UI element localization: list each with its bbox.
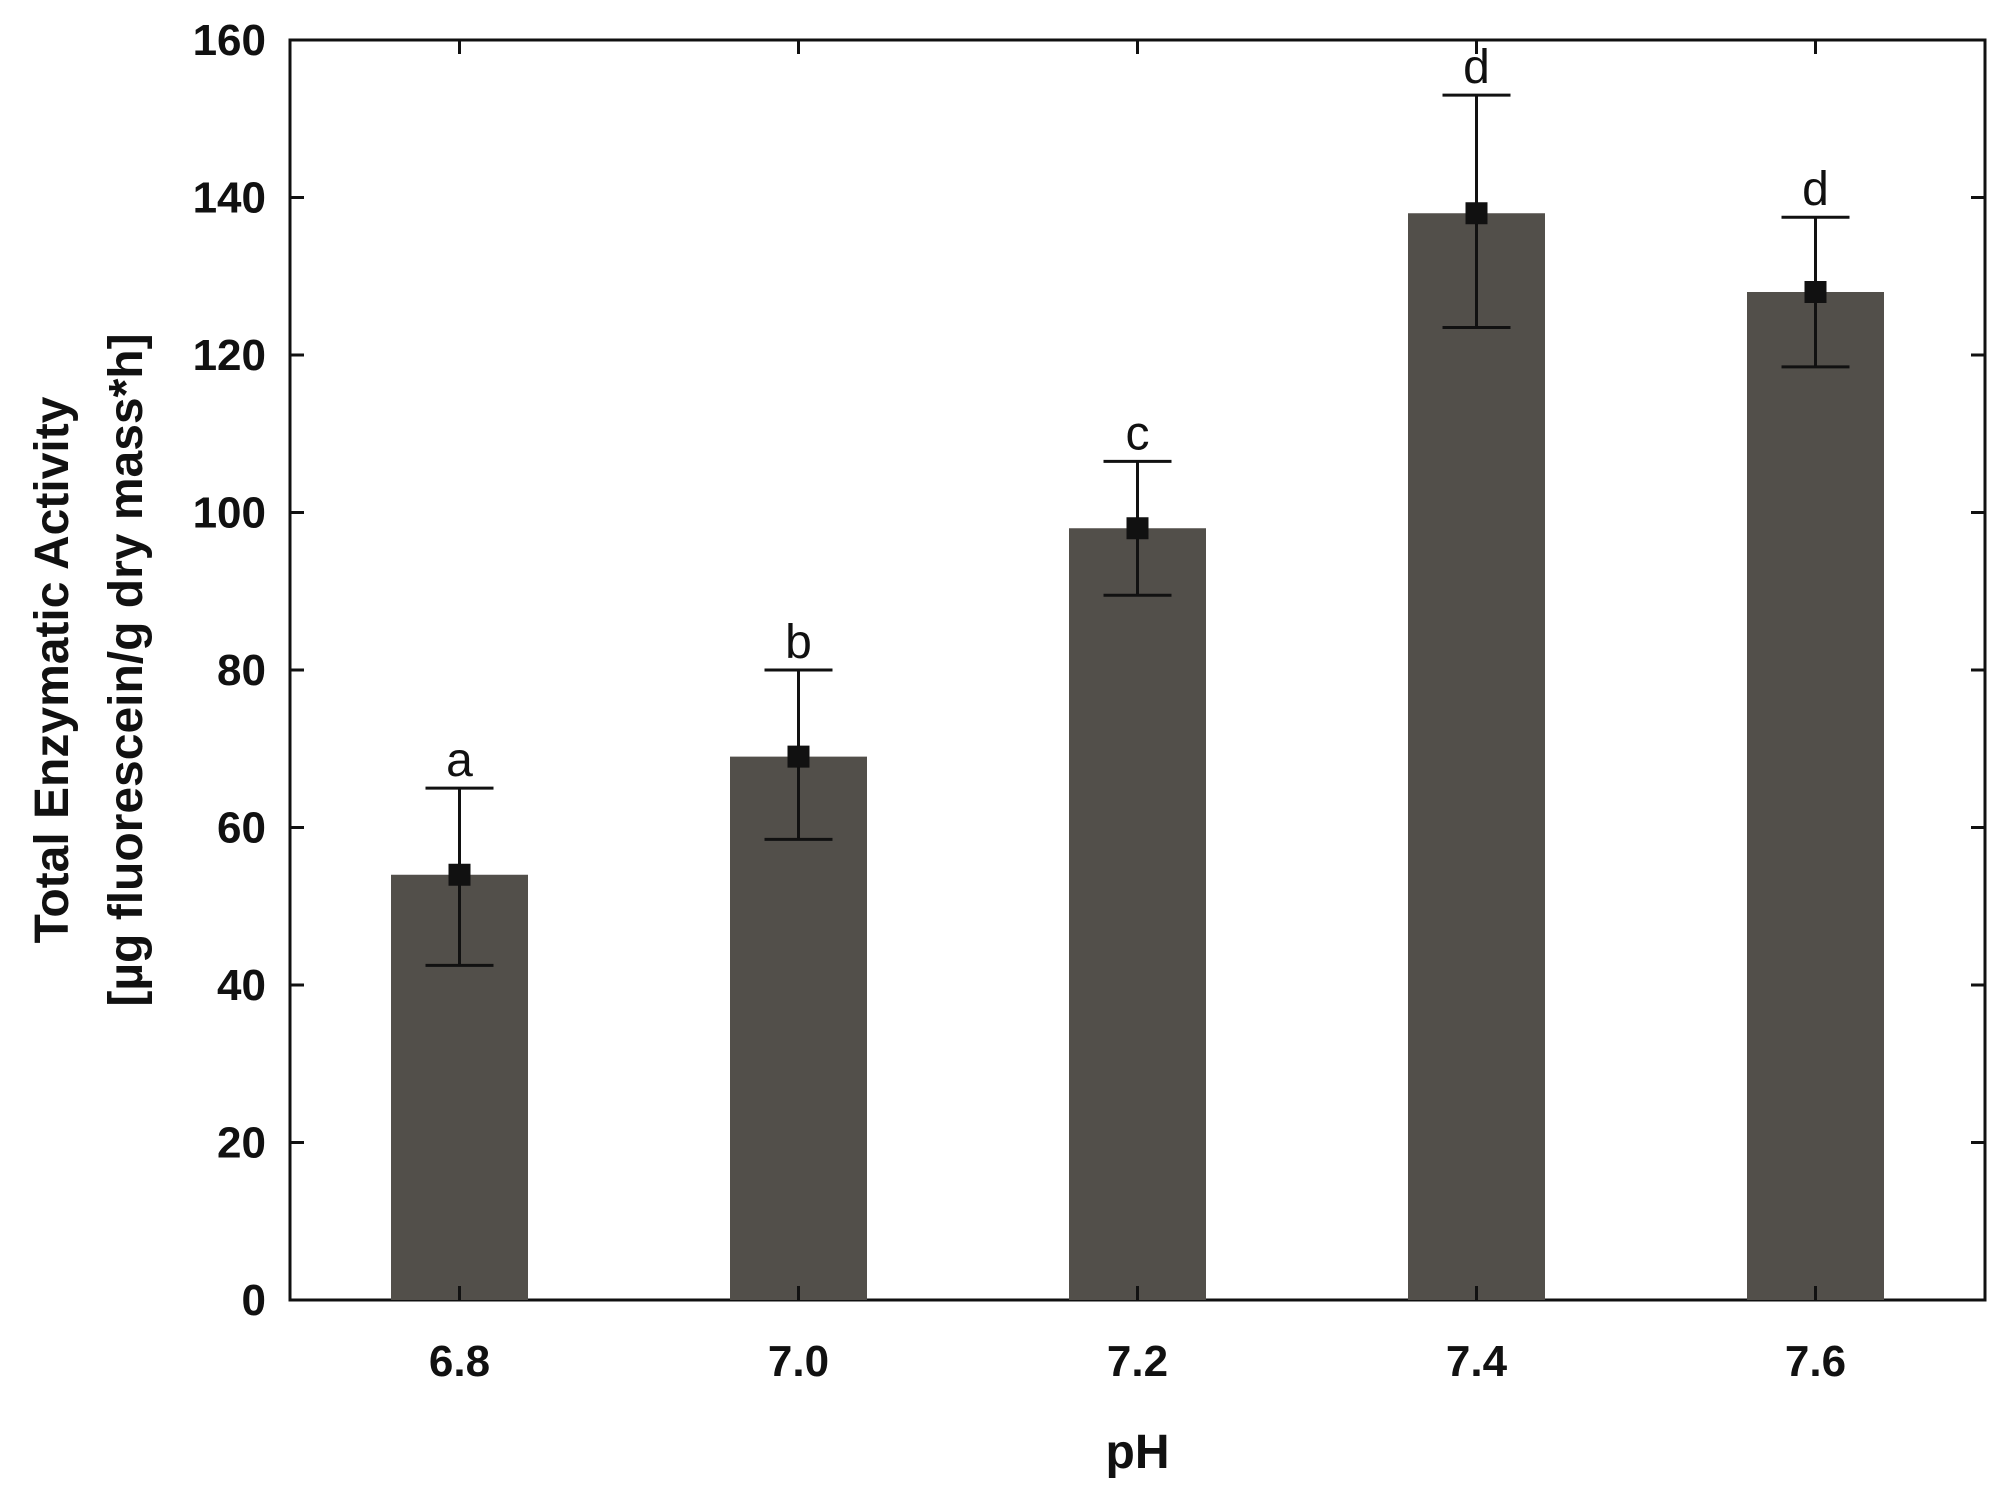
mean-marker: [1804, 281, 1827, 303]
x-tick-label: 7.6: [1785, 1337, 1846, 1386]
x-tick-label: 7.4: [1446, 1337, 1508, 1386]
bars-layer: [391, 213, 1884, 1300]
significance-label: b: [785, 616, 812, 669]
error-bars-layer: [425, 93, 1850, 967]
bar: [1747, 292, 1884, 1300]
mean-marker: [1465, 202, 1488, 225]
y-axis: 0 20 40 60 80 100 120 140 160: [193, 16, 1985, 1325]
bar: [730, 756, 867, 1300]
significance-label: d: [1802, 163, 1829, 216]
y-tick-label: 60: [217, 804, 266, 853]
x-axis-title: pH: [1106, 1426, 1170, 1479]
bar: [1408, 213, 1545, 1300]
y-tick-label: 160: [193, 16, 266, 65]
y-tick-label: 140: [193, 174, 266, 223]
mean-marker: [448, 863, 471, 886]
x-tick-label: 7.0: [768, 1337, 829, 1386]
bar: [1069, 528, 1206, 1300]
y-axis-title-units: [µg fluorescein/g dry mass*h]: [100, 333, 153, 1006]
significance-label: a: [446, 734, 473, 787]
mean-marker: [1126, 517, 1149, 540]
y-axis-title-group: Total Enzymatic Activity [µg fluorescein…: [26, 333, 153, 1006]
x-axis: 6.8 7.0 7.2 7.4 7.6: [429, 40, 1846, 1386]
significance-label: c: [1126, 407, 1150, 460]
y-tick-label: 20: [217, 1119, 266, 1168]
x-tick-label: 6.8: [429, 1337, 490, 1386]
y-tick-label: 40: [217, 961, 266, 1010]
x-tick-label: 7.2: [1107, 1337, 1168, 1386]
y-tick-label: 0: [242, 1276, 266, 1325]
mean-marker: [787, 745, 810, 768]
y-tick-label: 120: [193, 331, 266, 380]
y-tick-label: 100: [193, 489, 266, 538]
y-axis-title: Total Enzymatic Activity: [26, 396, 79, 943]
y-tick-label: 80: [217, 646, 266, 695]
